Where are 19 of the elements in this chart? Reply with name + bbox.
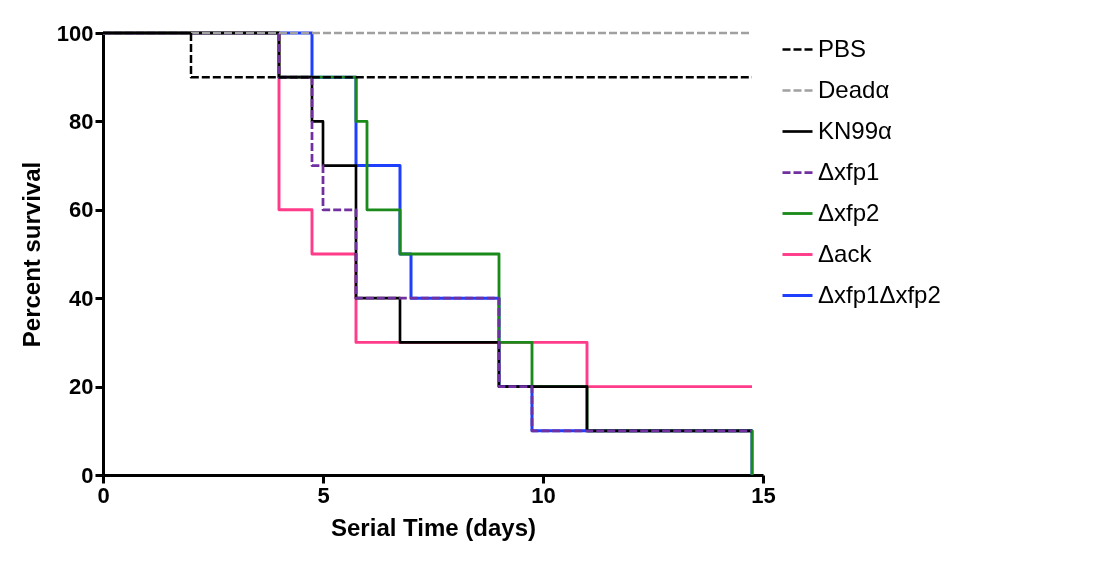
y-axis-title: Percent survival xyxy=(17,161,45,348)
x-tick-label: 5 xyxy=(317,482,330,508)
y-tick-label: 100 xyxy=(56,20,94,46)
y-tick-label: 0 xyxy=(81,462,94,488)
legend-label: PBS xyxy=(818,34,867,62)
y-tick-label: 20 xyxy=(69,374,94,400)
legend-label: Δxfp1 xyxy=(818,157,880,185)
x-tick-label: 10 xyxy=(531,482,556,508)
y-tick-label: 80 xyxy=(69,108,94,134)
x-tick-label: 15 xyxy=(751,482,776,508)
x-tick-label: 0 xyxy=(97,482,110,508)
y-tick-label: 60 xyxy=(69,197,94,223)
legend-label: Δxfp2 xyxy=(818,198,880,226)
legend-label: Deadα xyxy=(818,75,890,103)
x-axis-title: Serial Time (days) xyxy=(331,513,536,541)
legend-label: KN99α xyxy=(818,116,893,144)
legend-label: Δxfp1Δxfp2 xyxy=(818,280,941,308)
y-tick-label: 40 xyxy=(69,285,94,311)
legend-label: Δack xyxy=(818,239,873,267)
